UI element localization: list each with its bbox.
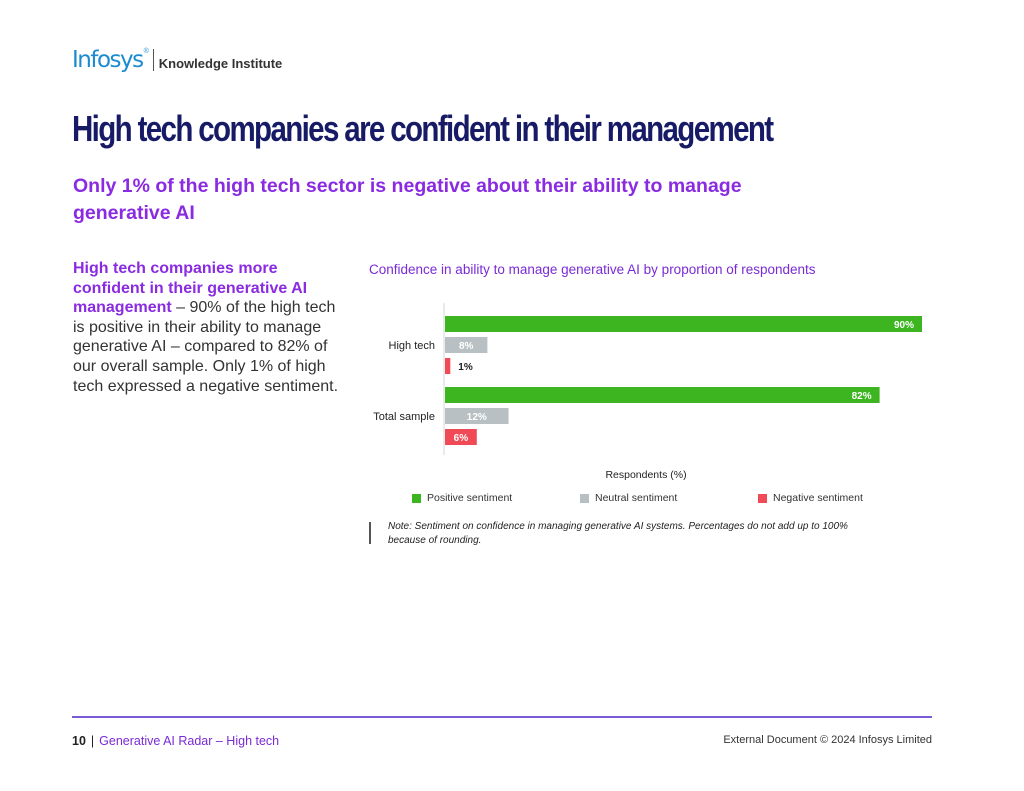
legend-item: Negative sentiment xyxy=(758,492,863,504)
legend-swatch xyxy=(580,493,589,503)
legend-item: Neutral sentiment xyxy=(580,492,677,504)
page-subtitle: Only 1% of the high tech sector is negat… xyxy=(73,175,742,224)
footer-divider xyxy=(72,716,932,718)
bar-negative xyxy=(445,358,451,374)
data-label: 12% xyxy=(467,412,487,423)
legend-label: Positive sentiment xyxy=(427,492,513,504)
legend-label: Neutral sentiment xyxy=(595,492,678,504)
x-axis-title: Respondents (%) xyxy=(605,469,686,481)
bar-positive xyxy=(445,316,922,332)
footer-separator: | xyxy=(90,734,95,748)
registered-mark: ® xyxy=(143,47,149,55)
page-number: 10 xyxy=(72,734,86,748)
page-title: High tech companies are confident in the… xyxy=(72,108,774,149)
legend-swatch xyxy=(412,493,421,503)
chart-legend: Positive sentiment Neutral sentiment Negat… xyxy=(0,492,1024,506)
data-label: 6% xyxy=(454,433,469,444)
bar-neutral xyxy=(445,408,509,424)
legend-swatch xyxy=(758,493,767,503)
bar-negative xyxy=(445,429,477,445)
infosys-logo: Infosys xyxy=(72,47,144,73)
knowledge-institute-label: Knowledge Institute xyxy=(158,55,283,71)
footer-copyright: External Document © 2024 Infosys Limited xyxy=(723,734,932,746)
chart-title: Confidence in ability to manage generati… xyxy=(369,262,816,277)
brand-logo: Infosys ® Knowledge Institute xyxy=(72,47,282,73)
footer-section: Generative AI Radar – High tech xyxy=(99,734,280,748)
data-label: 1% xyxy=(458,362,473,373)
legend-item: Positive sentiment xyxy=(412,492,512,504)
note-marker xyxy=(369,522,371,544)
category-label: Total sample xyxy=(373,411,435,423)
bar-positive xyxy=(445,387,880,403)
body-text: – 90% of the high tech is positive in th… xyxy=(73,299,339,395)
bar-neutral xyxy=(445,337,488,353)
body-lead: High tech companies more confident in th… xyxy=(73,260,308,317)
logo-divider xyxy=(152,49,154,71)
data-label: 8% xyxy=(459,341,474,352)
legend-label: Negative sentiment xyxy=(773,492,863,504)
data-label: 82% xyxy=(852,391,872,402)
data-label: 90% xyxy=(894,320,914,331)
footer-left: 10 | Generative AI Radar – High tech xyxy=(72,734,279,748)
category-label: High tech xyxy=(389,340,435,352)
body-paragraph: High tech companies more confident in th… xyxy=(73,259,343,396)
chart-note: Note: Sentiment on confidence in managin… xyxy=(388,521,848,546)
